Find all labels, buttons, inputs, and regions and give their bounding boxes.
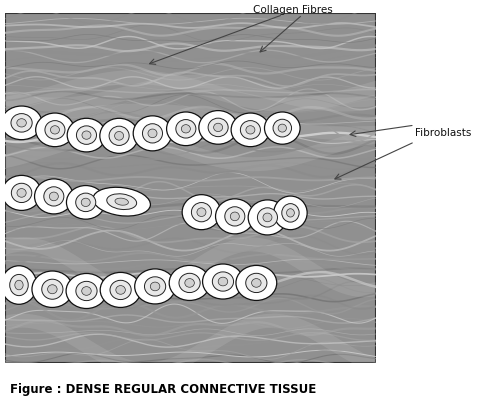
Ellipse shape [100,272,141,307]
Ellipse shape [32,271,73,307]
Ellipse shape [144,277,166,296]
Ellipse shape [82,131,91,139]
Ellipse shape [77,126,97,144]
Ellipse shape [81,198,90,206]
Ellipse shape [236,265,277,300]
Ellipse shape [100,118,139,153]
Text: Fibroblasts: Fibroblasts [415,128,471,138]
Ellipse shape [274,196,307,230]
Ellipse shape [278,124,286,132]
Ellipse shape [264,112,300,144]
Ellipse shape [148,129,157,138]
Ellipse shape [203,264,244,299]
Ellipse shape [1,106,42,140]
Ellipse shape [110,280,131,299]
Ellipse shape [76,193,96,211]
Ellipse shape [166,112,205,146]
Ellipse shape [263,213,272,222]
Text: Collagen Fibres: Collagen Fibres [253,5,333,15]
Ellipse shape [246,273,267,293]
Ellipse shape [197,208,206,216]
Ellipse shape [273,119,291,137]
Ellipse shape [251,279,261,287]
Ellipse shape [212,272,234,291]
Ellipse shape [36,113,74,147]
Ellipse shape [115,131,123,140]
Ellipse shape [81,286,91,295]
Ellipse shape [225,207,245,226]
Ellipse shape [135,269,176,304]
Ellipse shape [17,119,26,127]
Ellipse shape [182,125,190,133]
Ellipse shape [76,281,97,301]
Ellipse shape [45,121,65,139]
Ellipse shape [231,113,270,147]
Ellipse shape [191,203,211,222]
Ellipse shape [258,208,278,227]
Ellipse shape [142,124,163,143]
Ellipse shape [179,273,200,293]
Ellipse shape [115,198,128,205]
Ellipse shape [199,111,238,144]
Ellipse shape [93,187,150,216]
Ellipse shape [208,118,228,137]
Ellipse shape [50,126,60,134]
Ellipse shape [35,179,73,214]
Ellipse shape [246,126,255,134]
Ellipse shape [15,280,23,290]
Text: Figure : DENSE REGULAR CONNECTIVE TISSUE: Figure : DENSE REGULAR CONNECTIVE TISSUE [10,383,316,397]
Ellipse shape [2,176,41,211]
Ellipse shape [116,286,125,294]
Ellipse shape [214,123,223,131]
Ellipse shape [218,277,228,286]
Ellipse shape [185,279,194,287]
Ellipse shape [11,113,32,132]
Ellipse shape [10,274,28,296]
Ellipse shape [176,120,196,138]
Ellipse shape [133,116,172,151]
Ellipse shape [248,200,287,235]
Ellipse shape [107,194,137,210]
Ellipse shape [49,192,59,201]
Ellipse shape [67,118,106,152]
Ellipse shape [17,188,26,197]
Ellipse shape [47,285,57,294]
Ellipse shape [241,121,261,139]
Ellipse shape [182,195,221,230]
Ellipse shape [109,126,129,146]
Ellipse shape [66,186,105,219]
Ellipse shape [1,266,37,304]
Ellipse shape [44,187,64,206]
Ellipse shape [169,265,210,300]
Ellipse shape [286,209,294,217]
Ellipse shape [42,279,63,299]
Ellipse shape [11,183,32,203]
Ellipse shape [230,212,239,221]
Ellipse shape [282,203,299,222]
Ellipse shape [216,199,254,234]
Ellipse shape [150,282,160,291]
Ellipse shape [66,274,107,309]
